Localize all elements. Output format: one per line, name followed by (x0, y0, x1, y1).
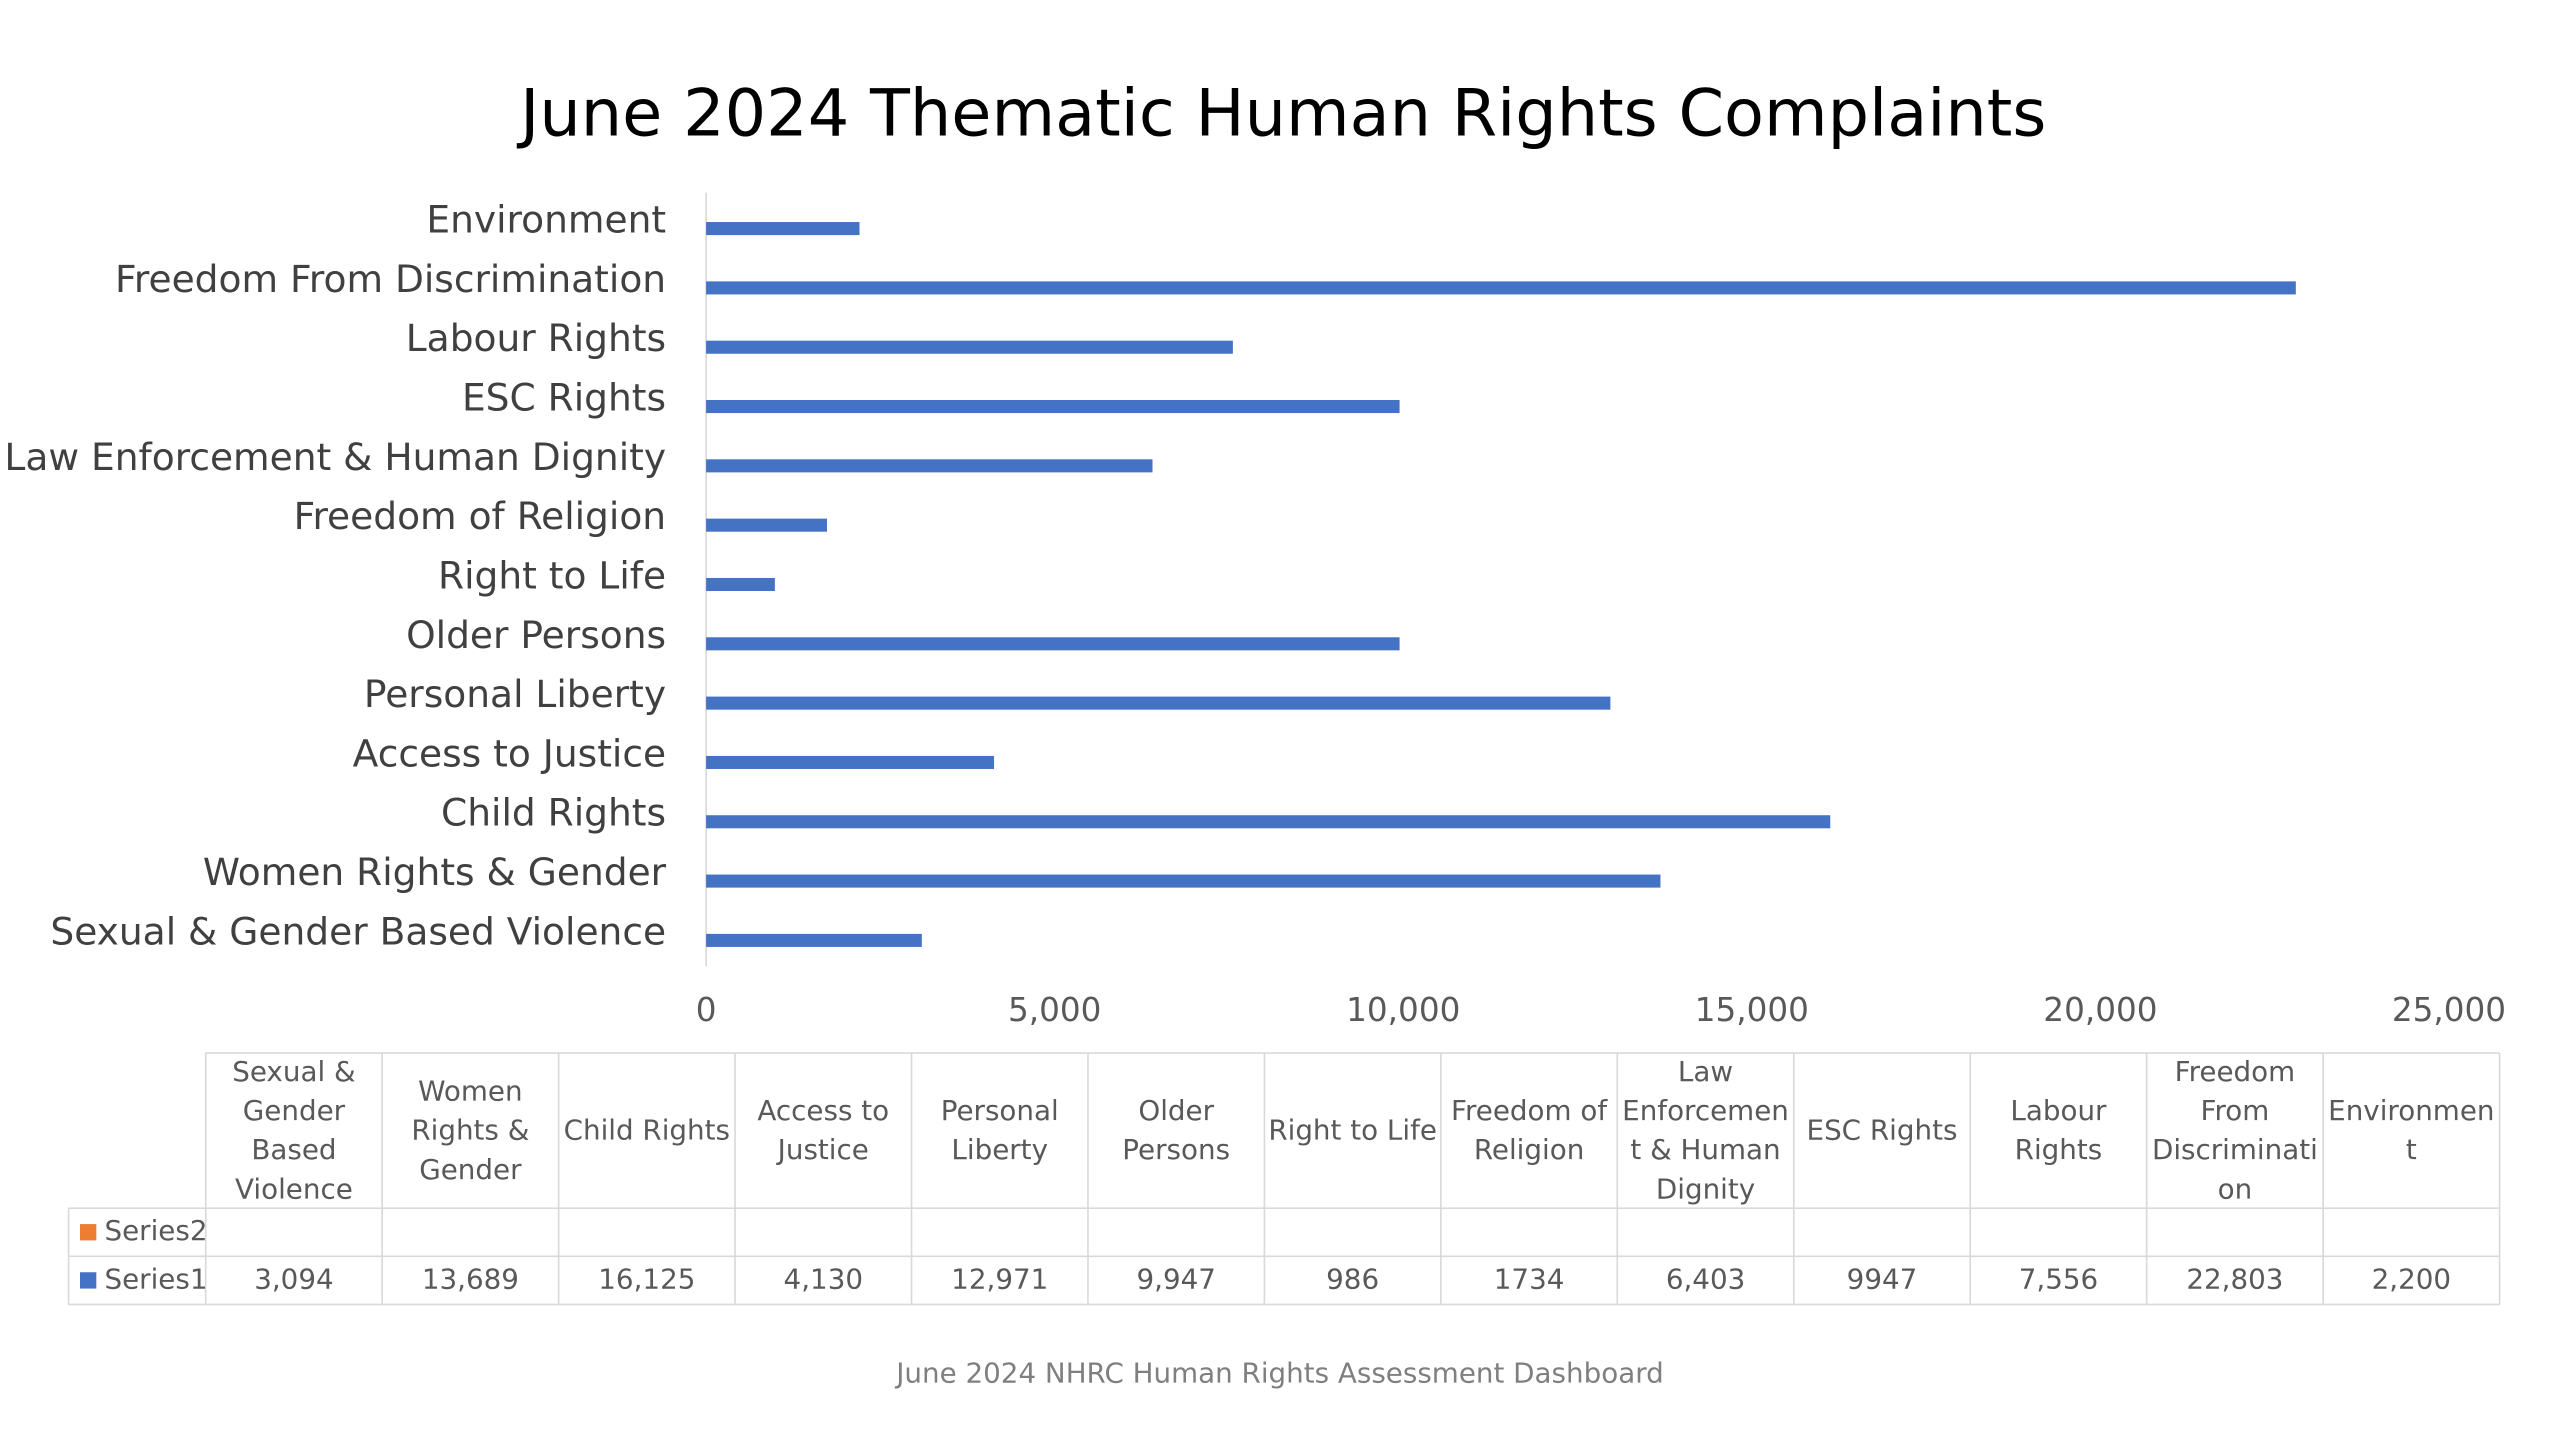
table-header-text: Freedom From Discrimination (2151, 1055, 2318, 1206)
table-header-text: Law Enforcement & Human Dignity (1622, 1055, 1789, 1206)
table-header-text: Women Rights & Gender (411, 1075, 530, 1187)
table-header: Personal Liberty (940, 1094, 1059, 1167)
y-tick-label: Access to Justice (353, 731, 666, 775)
y-tick-label: Older Persons (406, 613, 666, 657)
bar (706, 222, 860, 236)
bar (706, 459, 1153, 473)
table-value: 12,971 (951, 1262, 1048, 1295)
table-header: Access to Justice (757, 1094, 890, 1167)
x-tick-label: 0 (696, 991, 717, 1029)
y-tick-label: Sexual & Gender Based Violence (50, 909, 666, 953)
legend-swatch (80, 1224, 97, 1241)
table-value: 16,125 (598, 1262, 695, 1295)
legend-swatch (80, 1272, 97, 1289)
table-header-text: Personal Liberty (940, 1094, 1059, 1167)
table-header-text: Right to Life (1268, 1114, 1437, 1147)
table-value: 986 (1326, 1262, 1379, 1295)
x-tick-label: 10,000 (1346, 991, 1460, 1029)
table-header: Environment (2328, 1094, 2495, 1167)
table-header: Sexual & Gender Based Violence (232, 1055, 356, 1206)
legend-label: Series1 (104, 1262, 207, 1295)
y-tick-label: Personal Liberty (364, 672, 666, 716)
y-tick-label: Freedom of Religion (294, 494, 667, 538)
x-tick-label: 25,000 (2392, 991, 2506, 1029)
table-header-text: ESC Rights (1806, 1114, 1958, 1147)
table-value: 7,556 (2019, 1262, 2098, 1295)
table-header: Labour Rights (2010, 1094, 2107, 1167)
table-header: Right to Life (1268, 1114, 1437, 1147)
y-tick-label: Labour Rights (406, 316, 666, 360)
table-value: 13,689 (422, 1262, 519, 1295)
table-value: 1734 (1494, 1262, 1565, 1295)
table-header-text: Labour Rights (2010, 1094, 2107, 1167)
table-header-text: Freedom of Religion (1451, 1094, 1608, 1167)
table-value: 3,094 (254, 1262, 333, 1295)
table-header: Child Rights (563, 1114, 730, 1147)
table-header-text: Access to Justice (757, 1094, 890, 1167)
table-header: Freedom From Discrimination (2151, 1055, 2318, 1206)
y-tick-label: Freedom From Discrimination (115, 257, 666, 301)
table-header: Law Enforcement & Human Dignity (1622, 1055, 1789, 1206)
table-header: Older Persons (1122, 1094, 1231, 1167)
bar (706, 518, 828, 532)
x-tick-label: 5,000 (1008, 991, 1101, 1029)
table-header-text: Sexual & Gender Based Violence (232, 1055, 356, 1206)
table-value: 4,130 (784, 1262, 863, 1295)
bar (706, 340, 1233, 354)
y-tick-label: Women Rights & Gender (203, 850, 667, 894)
table-header-text: Child Rights (563, 1114, 730, 1147)
chart-title: June 2024 Thematic Human Rights Complain… (516, 76, 2046, 152)
table-value: 9,947 (1136, 1262, 1215, 1295)
y-tick-label: ESC Rights (462, 375, 666, 419)
table-value: 2,200 (2372, 1262, 2451, 1295)
legend-label: Series2 (104, 1214, 207, 1247)
bar (706, 933, 922, 947)
y-tick-label: Child Rights (441, 791, 666, 835)
table-header-text: Environment (2328, 1094, 2495, 1167)
bar (706, 815, 1831, 829)
bar (706, 874, 1661, 888)
table-header: Women Rights & Gender (411, 1075, 530, 1187)
table-value: 9947 (1847, 1262, 1918, 1295)
bar (706, 696, 1611, 710)
bar (706, 281, 2296, 295)
table-header: Freedom of Religion (1451, 1094, 1608, 1167)
y-tick-label: Law Enforcement & Human Dignity (4, 435, 666, 479)
table-header-text: Older Persons (1122, 1094, 1231, 1167)
bar (706, 755, 995, 769)
caption: June 2024 NHRC Human Rights Assessment D… (894, 1357, 1664, 1390)
bar (706, 400, 1400, 414)
bar (706, 577, 775, 592)
y-tick-label: Right to Life (438, 553, 666, 597)
bar (706, 637, 1400, 651)
x-tick-label: 15,000 (1695, 991, 1809, 1029)
table-value: 6,403 (1666, 1262, 1745, 1295)
table-value: 22,803 (2186, 1262, 2283, 1295)
table-header: ESC Rights (1806, 1114, 1958, 1147)
x-tick-label: 20,000 (2043, 991, 2157, 1029)
y-tick-label: Environment (426, 198, 666, 242)
